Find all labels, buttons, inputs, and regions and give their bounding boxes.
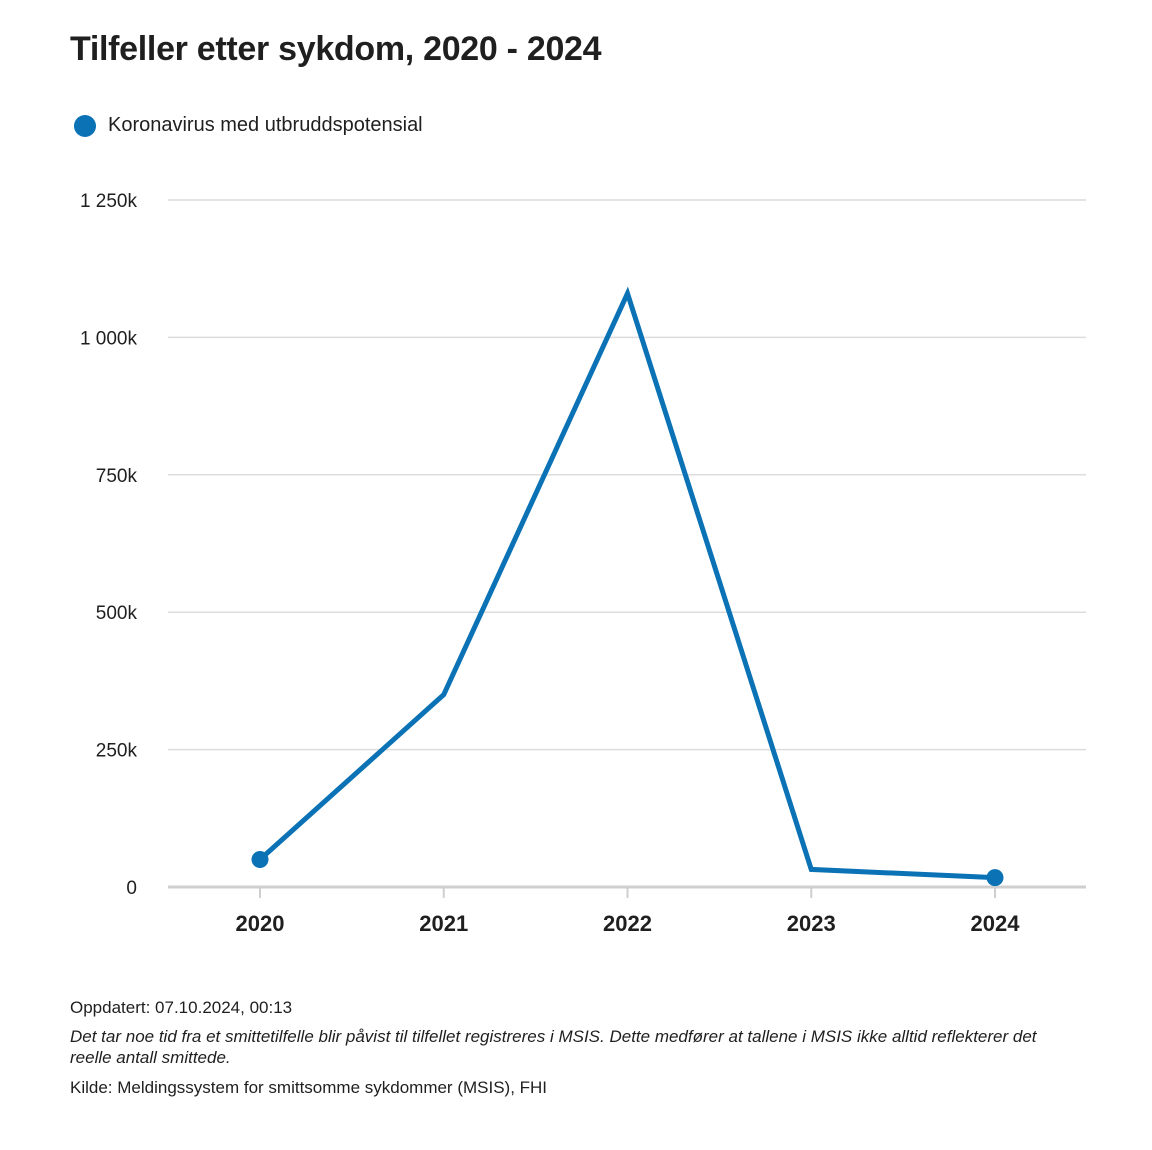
gridlines xyxy=(168,199,1086,889)
series-line xyxy=(257,286,998,881)
x-tick-label: 2020 xyxy=(236,911,285,936)
x-tick-label: 2024 xyxy=(971,911,1021,936)
chart-legend[interactable]: Koronavirus med utbruddspotensial xyxy=(74,114,423,137)
data-note: Det tar noe tid fra et smittetilfelle bl… xyxy=(70,1027,1037,1067)
y-tick-label: 0 xyxy=(126,878,137,899)
y-tick-label: 250k xyxy=(96,741,138,762)
data-source: Kilde: Meldingssystem for smittsomme syk… xyxy=(70,1078,548,1097)
y-tick-label: 750k xyxy=(96,466,138,487)
data-point-2020[interactable] xyxy=(251,851,269,869)
series xyxy=(251,286,1004,887)
x-tick-label: 2021 xyxy=(419,911,468,936)
y-tick-label: 1 250k xyxy=(80,191,138,212)
x-axis-ticks: 2020 2021 2022 2023 2024 xyxy=(236,888,1021,936)
legend-label: Koronavirus med utbruddspotensial xyxy=(108,114,423,136)
y-axis-ticks: 0 250k 500k 750k 1 000k 1 250k xyxy=(80,191,138,899)
y-tick-label: 500k xyxy=(96,603,138,624)
x-tick-label: 2023 xyxy=(787,911,836,936)
chart-title: Tilfeller etter sykdom, 2020 - 2024 xyxy=(70,30,602,68)
y-tick-label: 1 000k xyxy=(80,328,138,349)
x-tick-label: 2022 xyxy=(603,911,652,936)
data-point-2024[interactable] xyxy=(986,869,1004,887)
updated-timestamp: Oppdatert: 07.10.2024, 00:13 xyxy=(70,998,293,1017)
chart-footer: Oppdatert: 07.10.2024, 00:13 Det tar noe… xyxy=(70,998,1080,1098)
legend-marker-icon xyxy=(74,114,96,137)
